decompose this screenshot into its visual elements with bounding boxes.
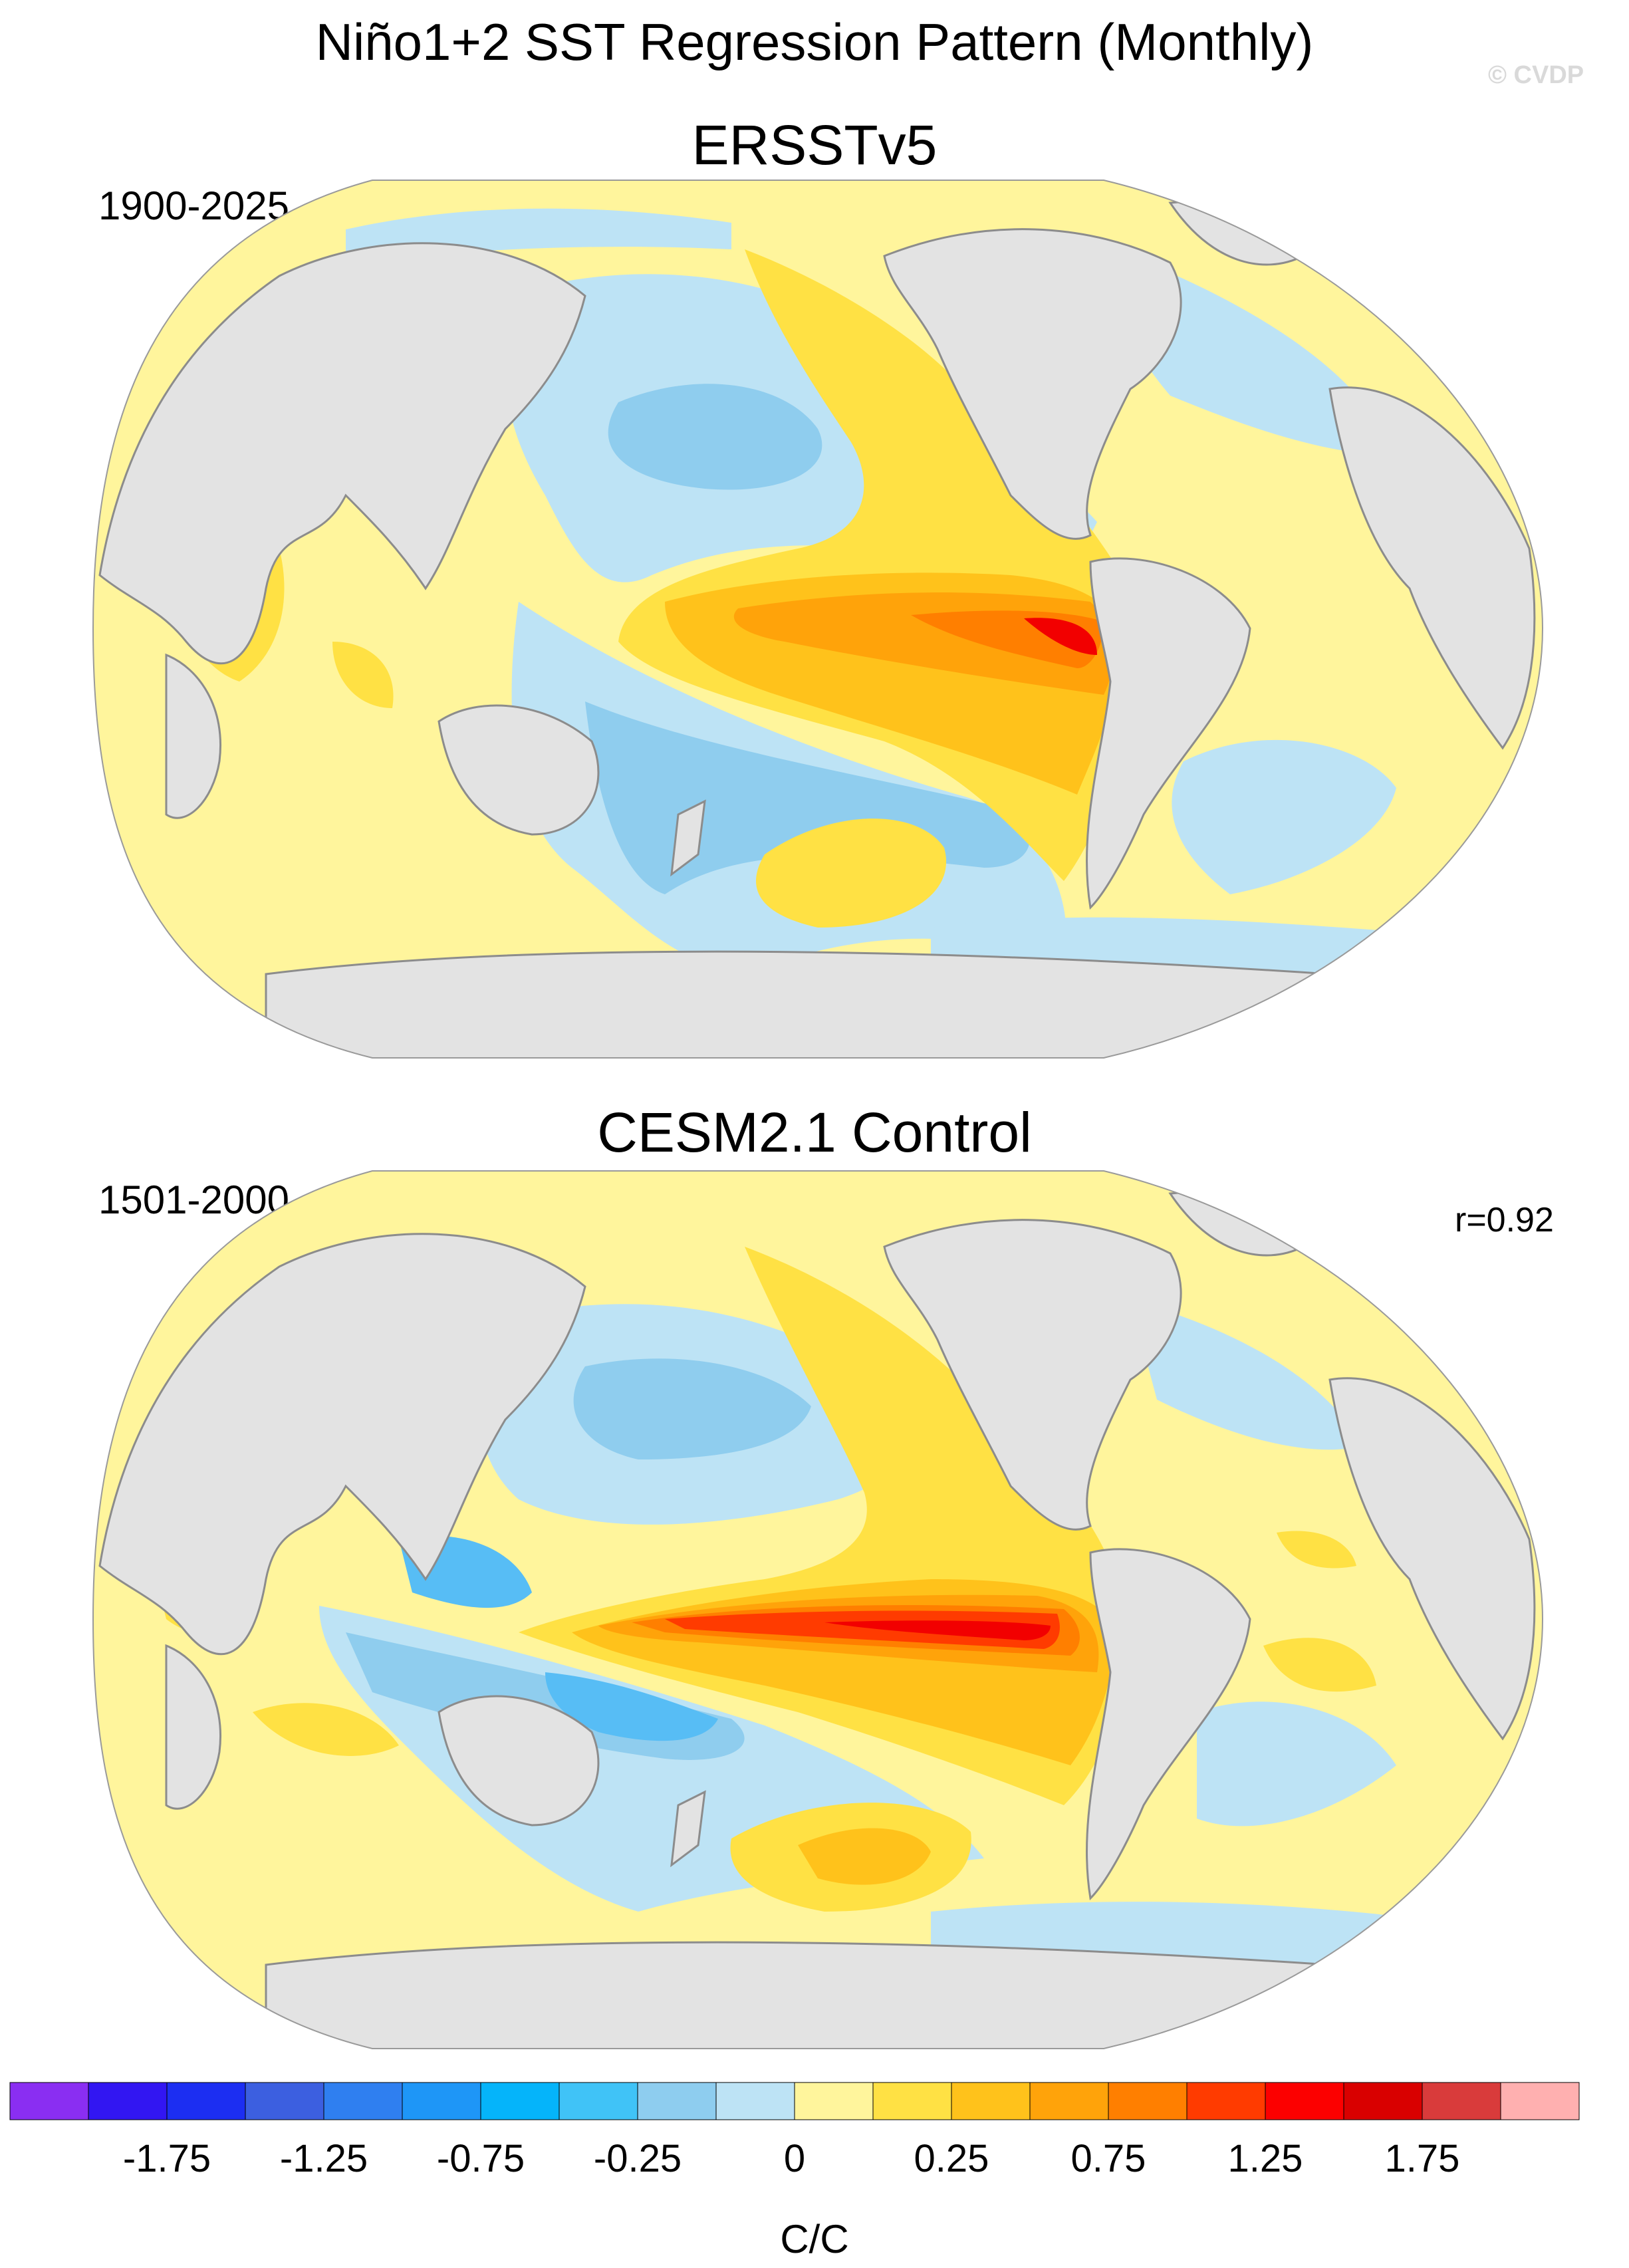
australia (438, 704, 600, 836)
colorbar-tick-label: -1.25 (280, 2137, 368, 2180)
colorbar-box (480, 2082, 560, 2120)
madagascar-africa-edge (165, 1644, 221, 1810)
madagascar-africa-edge (165, 653, 221, 819)
north-atlantic-cool-region (1130, 1300, 1363, 1450)
watermark: © CVDP (1488, 61, 1584, 89)
north-america (883, 1219, 1182, 1531)
pattern-correlation: r=0.92 (1455, 1201, 1554, 1239)
panel-title-ersst: ERSSTv5 (691, 114, 938, 176)
map-cesm (92, 1170, 1544, 2049)
south-atlantic-cool-region (1172, 739, 1396, 894)
nino-peak (824, 1620, 1051, 1640)
africa-east-edge (1328, 386, 1536, 750)
colorbar-box (402, 2082, 481, 2120)
south-pacific-cool-core (545, 1672, 718, 1741)
eurasia-africa-landmass (98, 242, 586, 665)
eurasia-africa-landmass (98, 1233, 586, 1656)
colorbar-box (1500, 2082, 1580, 2120)
figure-title: Niño1+2 SST Regression Pattern (Monthly) (315, 13, 1314, 71)
south-atlantic-cool-region (1197, 1701, 1396, 1827)
nino12-peak (1024, 618, 1097, 655)
nino-warm-core (665, 1610, 1060, 1649)
colorbar-boxes (9, 2082, 1580, 2120)
colorbar-box (323, 2082, 403, 2120)
north-atlantic-warm-patch (1277, 1531, 1356, 1569)
north-pacific-cool-core (608, 384, 822, 490)
colorbar-tick-label: 0 (784, 2137, 805, 2180)
south-pacific-warm-core (798, 1828, 931, 1885)
period-ersst: 1900-2025 (98, 184, 289, 228)
colorbar-box (637, 2082, 717, 2120)
north-america (883, 228, 1182, 540)
colorbar-box (166, 2082, 246, 2120)
colorbar-unit: C/C (780, 2217, 848, 2261)
colorbar-box (559, 2082, 638, 2120)
colorbar-box (9, 2082, 89, 2120)
antarctica (265, 950, 1331, 1058)
panel-title-cesm: CESM2.1 Control (597, 1101, 1032, 1164)
land-masses (98, 200, 1536, 1058)
colorbar-tick-label: -1.75 (123, 2137, 211, 2180)
colorbar-box (872, 2082, 952, 2120)
new-zealand (670, 1790, 706, 1868)
colorbar-tick-label: -0.75 (437, 2137, 525, 2180)
colorbar-box (245, 2082, 324, 2120)
colorbar-box (951, 2082, 1031, 2120)
colorbar-labels: -1.75 -1.25 -0.75 -0.25 0 0.25 0.75 1.25 1.75 (123, 2137, 1460, 2180)
map-outline (92, 1170, 1544, 2049)
land-masses (98, 1191, 1536, 2049)
period-cesm: 1501-2000 (98, 1178, 289, 1222)
colorbar-box (1343, 2082, 1423, 2120)
colorbar-box (1186, 2082, 1266, 2120)
map-ersst (92, 180, 1544, 1059)
colorbar-box (1422, 2082, 1501, 2120)
antarctica (265, 1941, 1331, 2049)
south-indian-warm-patch (253, 1703, 399, 1756)
colorbar: -1.75 -1.25 -0.75 -0.25 0 0.25 0.75 1.25 1.75 C/… (9, 2082, 1580, 2261)
colorbar-box (1108, 2082, 1188, 2120)
colorbar-box (1265, 2082, 1344, 2120)
south-america (1086, 557, 1251, 910)
colorbar-tick-label: 1.25 (1228, 2137, 1303, 2180)
colorbar-tick-label: 1.75 (1385, 2137, 1460, 2180)
north-pacific-cool-core (573, 1358, 811, 1459)
africa-east-edge (1328, 1377, 1536, 1741)
colorbar-tick-label: 0.25 (914, 2137, 989, 2180)
map-outline (92, 180, 1544, 1059)
colorbar-tick-label: -0.25 (594, 2137, 682, 2180)
south-america (1086, 1548, 1251, 1901)
south-pacific-warm-blob (755, 819, 947, 928)
colorbar-box (794, 2082, 874, 2120)
colorbar-tick-label: 0.75 (1071, 2137, 1146, 2180)
south-indian-warm-patch (332, 642, 394, 708)
australia (438, 1695, 600, 1827)
north-atlantic-cool-region (1119, 256, 1396, 455)
south-atlantic-warm-patch (1263, 1638, 1376, 1692)
new-zealand (670, 799, 706, 877)
colorbar-box (1029, 2082, 1109, 2120)
colorbar-box (715, 2082, 795, 2120)
colorbar-box (88, 2082, 168, 2120)
